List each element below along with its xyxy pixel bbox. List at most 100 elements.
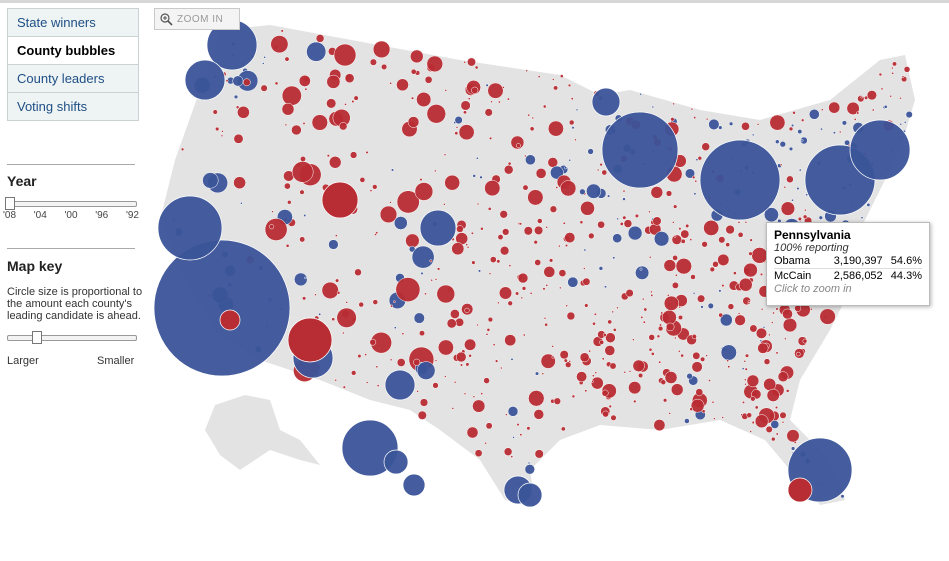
county-bubble: [499, 246, 510, 256]
size-slider[interactable]: [7, 331, 137, 344]
county-bubble: [828, 101, 841, 114]
county-bubble: [601, 357, 605, 361]
county-bubble: [901, 75, 905, 79]
county-bubble: [334, 234, 338, 237]
county-bubble: [326, 154, 330, 158]
county-bubble: [553, 397, 561, 405]
county-bubble: [365, 150, 369, 154]
county-bubble: [903, 121, 907, 124]
county-bubble: [543, 266, 556, 278]
county-bubble: [692, 351, 701, 360]
county-bubble: [763, 358, 771, 365]
county-bubble: [775, 139, 780, 144]
county-bubble: [718, 236, 726, 244]
county-bubble: [444, 375, 447, 378]
county-bubble: [233, 133, 244, 144]
slider-knob[interactable]: [32, 331, 42, 344]
county-bubble: [701, 409, 706, 414]
county-bubble: [579, 352, 590, 363]
county-bubble: [233, 176, 246, 190]
county-bubble: [619, 221, 624, 226]
county-bubble: [849, 119, 911, 181]
county-bubble: [622, 189, 626, 193]
county-bubble: [485, 422, 493, 430]
county-bubble: [490, 100, 493, 103]
slider-knob[interactable]: [5, 197, 15, 210]
county-bubble: [743, 360, 747, 363]
county-bubble: [429, 259, 433, 263]
county-bubble: [719, 313, 733, 327]
county-bubble: [314, 293, 317, 296]
county-bubble: [802, 338, 808, 344]
county-bubble: [746, 374, 760, 388]
county-bubble: [785, 389, 790, 393]
county-bubble: [744, 367, 748, 371]
zoom-button[interactable]: ZOOM IN: [154, 8, 240, 30]
county-bubble: [535, 168, 547, 179]
county-bubble: [798, 168, 802, 172]
county-bubble: [471, 260, 476, 265]
county-bubble: [381, 63, 388, 70]
county-bubble: [507, 300, 513, 306]
county-bubble: [695, 388, 704, 397]
county-bubble: [527, 461, 531, 465]
county-bubble: [786, 429, 800, 443]
county-bubble: [685, 223, 690, 228]
county-bubble: [453, 121, 457, 124]
county-bubble: [393, 216, 408, 230]
county-bubble: [315, 34, 325, 43]
county-bubble: [476, 202, 480, 206]
county-bubble: [779, 141, 786, 148]
county-bubble: [531, 116, 535, 120]
county-bubble: [504, 334, 517, 347]
tooltip-reporting: 100% reporting: [774, 242, 849, 254]
county-bubble: [379, 205, 398, 224]
county-bubble: [697, 294, 706, 303]
county-bubble: [616, 217, 619, 221]
year-slider[interactable]: [5, 197, 137, 210]
county-bubble: [434, 169, 437, 173]
county-bubble: [744, 378, 747, 382]
tab[interactable]: Voting shifts: [8, 93, 138, 120]
zoom-icon: [160, 13, 173, 26]
county-bubble: [264, 218, 288, 241]
county-bubble: [559, 286, 562, 290]
county-bubble: [357, 354, 362, 359]
tab[interactable]: County bubbles: [8, 37, 138, 65]
county-bubble: [302, 122, 306, 125]
county-bubble: [464, 338, 477, 351]
county-bubble: [775, 307, 779, 311]
county-bubble: [596, 168, 600, 172]
county-bubble: [339, 122, 348, 131]
county-bubble: [844, 139, 851, 146]
county-bubble: [455, 317, 465, 327]
county-bubble: [602, 333, 607, 337]
county-bubble: [718, 125, 723, 130]
county-bubble: [416, 91, 432, 108]
tab[interactable]: State winners: [8, 9, 138, 37]
county-bubble: [459, 363, 464, 367]
county-bubble: [628, 381, 642, 395]
county-bubble: [284, 56, 290, 62]
county-bubble: [354, 268, 362, 277]
county-bubble: [432, 382, 439, 389]
county-bubble: [598, 266, 604, 271]
county-bubble: [672, 221, 675, 224]
county-bubble: [759, 272, 764, 276]
tab[interactable]: County leaders: [8, 65, 138, 93]
year-ticks: '08 '04 '00 '96 '92: [3, 210, 139, 221]
county-bubble: [860, 216, 864, 220]
county-bubble: [494, 359, 499, 363]
county-bubble: [344, 73, 355, 84]
county-bubble: [568, 360, 572, 363]
county-bubble: [466, 246, 470, 249]
county-bubble: [703, 219, 720, 236]
county-bubble: [673, 234, 677, 238]
county-bubble: [575, 108, 579, 112]
county-bubble: [463, 110, 467, 115]
county-bubble: [680, 229, 690, 239]
county-bubble: [678, 350, 681, 353]
county-bubble: [487, 207, 492, 211]
county-bubble: [711, 400, 715, 404]
county-bubble: [559, 350, 569, 360]
